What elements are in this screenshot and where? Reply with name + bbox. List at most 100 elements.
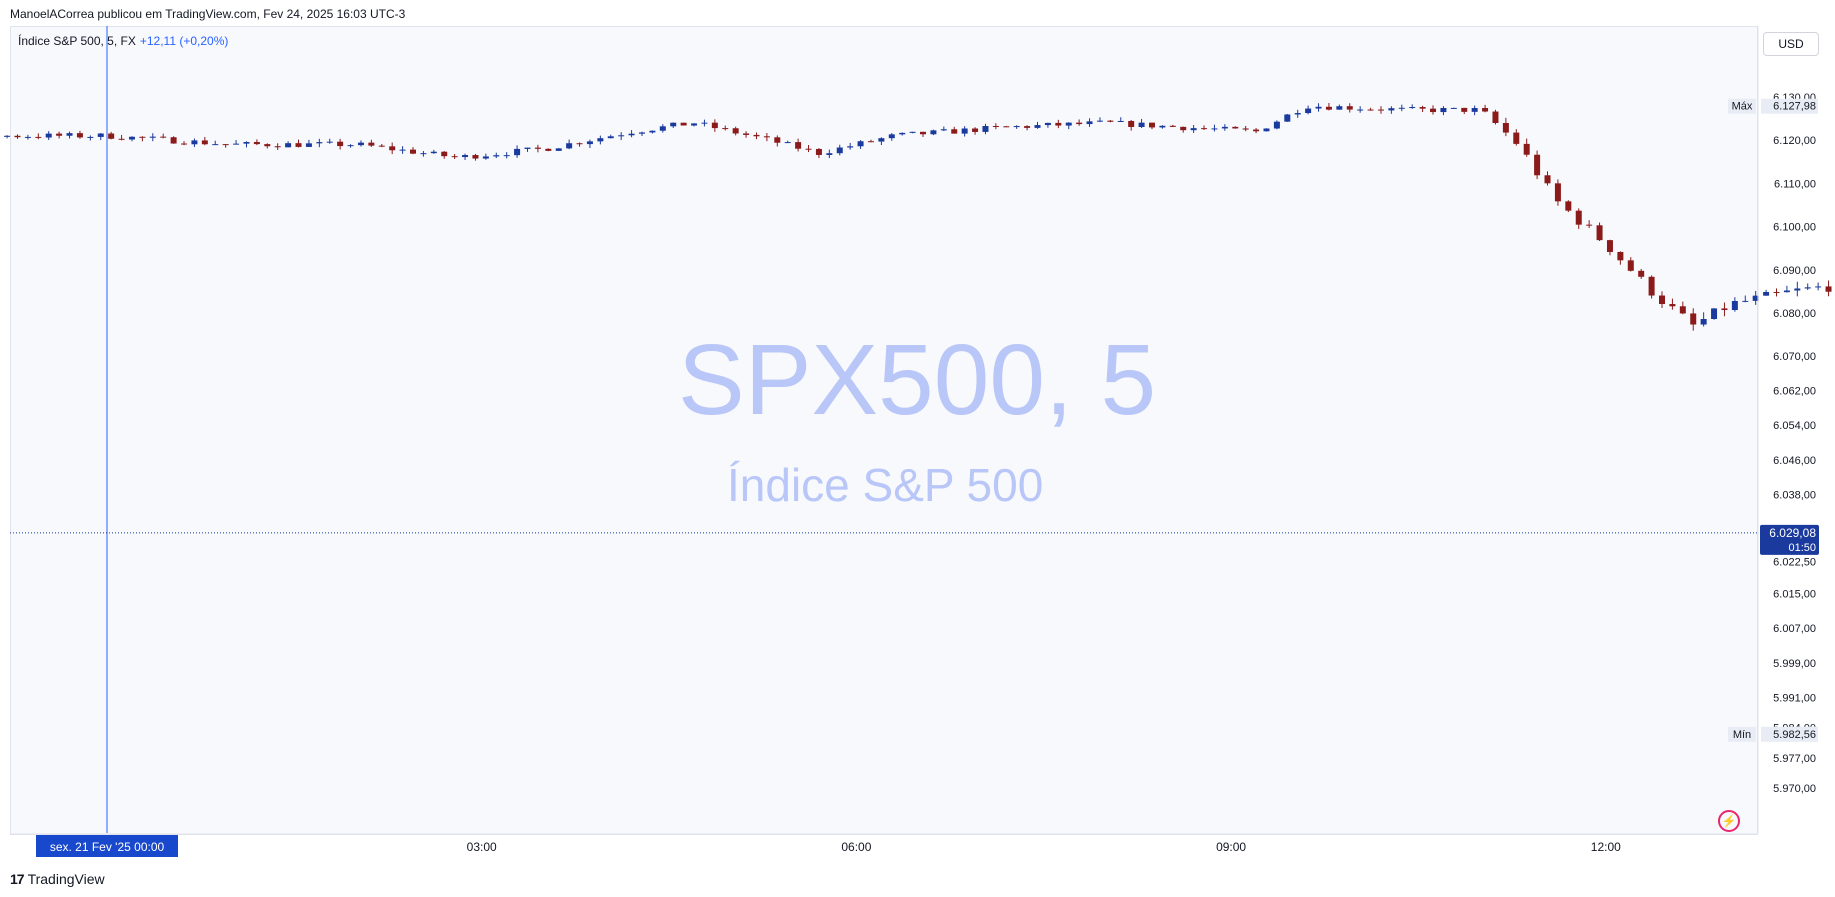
candle-body <box>1273 121 1280 129</box>
candle-body <box>847 146 854 148</box>
candle-body <box>285 143 292 148</box>
y-tick-label: 6.022,50 <box>1773 556 1816 568</box>
candle-body <box>430 151 437 154</box>
candle-body <box>181 143 188 145</box>
candle-body <box>805 148 812 150</box>
min-tag-bg <box>1728 726 1756 742</box>
candle-body <box>1148 122 1155 128</box>
y-tick-label: 6.100,00 <box>1773 222 1816 234</box>
max-value-bg <box>1761 98 1818 114</box>
candle-body <box>1773 291 1780 293</box>
candle-body <box>76 133 83 138</box>
candle-body <box>1138 122 1145 127</box>
candle-body <box>691 123 698 126</box>
min-value: 5.982,56 <box>1773 729 1816 741</box>
candle-body <box>649 130 656 133</box>
candle-body <box>337 141 344 147</box>
last-price-value: 6.029,08 <box>1769 526 1816 540</box>
candle-body <box>1461 107 1468 112</box>
candle-body <box>462 155 469 158</box>
candle-body <box>160 136 167 138</box>
candle-body <box>524 147 531 149</box>
candle-body <box>1336 106 1343 110</box>
currency-button[interactable]: USD <box>1763 32 1819 56</box>
y-tick-label: 6.038,00 <box>1773 489 1816 501</box>
candle-body <box>45 133 52 138</box>
y-tick-label: 5.991,00 <box>1773 692 1816 704</box>
candle-body <box>701 122 708 124</box>
candle-body <box>784 142 791 144</box>
candle-body <box>1711 308 1718 320</box>
candle-body <box>1565 201 1572 211</box>
candle-body <box>503 155 510 157</box>
candle-body <box>992 126 999 128</box>
candle-body <box>1242 128 1249 130</box>
last-price-badge <box>1760 524 1819 555</box>
lightning-icon[interactable]: ⚡ <box>1718 810 1740 832</box>
max-value: 6.127,98 <box>1773 101 1816 113</box>
candle-body <box>1076 122 1083 125</box>
candle-body <box>1086 121 1093 125</box>
watermark-ticker: SPX500, 5 <box>678 324 1157 436</box>
y-tick-label: 6.110,00 <box>1774 178 1816 190</box>
candle-body <box>1065 122 1072 126</box>
candle-body <box>1804 287 1811 289</box>
candle-body <box>1596 225 1603 241</box>
candle-body <box>1659 295 1666 305</box>
candle-body <box>389 146 396 151</box>
candle-body <box>295 143 302 147</box>
candle-body <box>1471 108 1478 112</box>
candle-body <box>472 155 479 159</box>
candle-body <box>857 141 864 147</box>
symbol-legend[interactable]: Índice S&P 500, 5, FX +12,11 (+0,20%) <box>18 34 228 48</box>
candle-body <box>1575 210 1582 225</box>
y-tick-label: 6.080,00 <box>1773 308 1816 320</box>
candle-body <box>212 144 219 146</box>
max-tag-bg <box>1728 98 1756 114</box>
candle-body <box>253 142 260 145</box>
candle-body <box>763 136 770 138</box>
candle-body <box>1305 108 1312 114</box>
candle-body <box>1513 132 1520 144</box>
candle-body <box>139 136 146 138</box>
candle-body <box>1357 109 1364 111</box>
price-axis: 6.130,006.120,006.110,006.100,006.090,00… <box>1728 26 1819 833</box>
candle-body <box>576 143 583 145</box>
candle-body <box>1502 123 1509 133</box>
y-tick-label: 5.999,00 <box>1773 658 1816 670</box>
x-tick-label: 03:00 <box>467 840 497 854</box>
candle-body <box>1763 291 1770 296</box>
tradingview-footer: 17 TradingView <box>10 871 105 887</box>
candle-body <box>680 122 687 126</box>
candle-body <box>399 149 406 151</box>
candle-body <box>545 148 552 151</box>
candle-body <box>597 138 604 142</box>
candle-body <box>1284 114 1291 122</box>
candle-body <box>795 142 802 149</box>
candle-body <box>1201 128 1208 130</box>
candle-body <box>222 144 229 146</box>
candle-body <box>815 148 822 155</box>
candle-body <box>66 133 73 136</box>
candle-body <box>1221 126 1228 129</box>
candle-body <box>1044 122 1051 126</box>
candle-body <box>1794 288 1801 291</box>
candle-body <box>774 137 781 143</box>
candle-body <box>1648 276 1655 296</box>
candle-body <box>56 133 63 136</box>
candle-body <box>170 137 177 144</box>
candle-body <box>711 122 718 129</box>
candle-body <box>1482 108 1489 112</box>
y-tick-label: 6.120,00 <box>1773 135 1816 147</box>
candle-body <box>722 128 729 130</box>
candle-body <box>1534 154 1541 176</box>
candle-body <box>368 142 375 146</box>
candle-body <box>1377 109 1384 111</box>
candle-body <box>1586 224 1593 226</box>
candle-body <box>1409 107 1416 109</box>
candle-body <box>243 142 250 144</box>
candle-body <box>1398 107 1405 109</box>
y-tick-label: 6.007,00 <box>1773 623 1816 635</box>
y-tick-label: 6.090,00 <box>1773 265 1816 277</box>
